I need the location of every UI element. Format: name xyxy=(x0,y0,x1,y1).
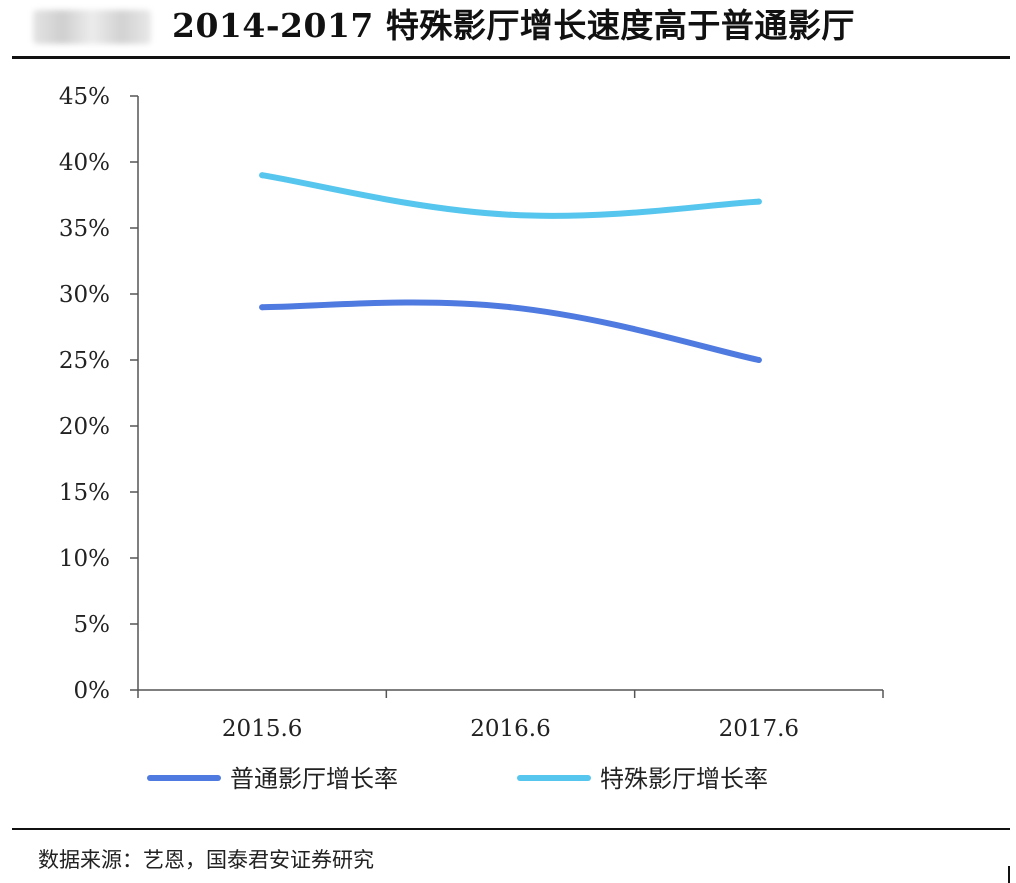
series-2-point-3 xyxy=(755,198,762,205)
series-1-point-1 xyxy=(259,304,266,311)
series-2-point-1 xyxy=(259,172,266,179)
x-tick-label: 2017.6 xyxy=(719,716,799,742)
blurred-logo xyxy=(33,10,151,44)
edge-mark xyxy=(1008,866,1010,883)
x-axis-ticks: 2015.6 2016.6 2017.6 xyxy=(137,690,884,742)
y-axis-ticks: 0% 5% 10% 15% 20% 25% 30% 35% 40% 45% xyxy=(59,84,138,704)
line-chart: 0% 5% 10% 15% 20% 25% 30% 35% 40% 45% 2015.6 2016.… xyxy=(59,84,884,793)
y-tick-label: 20% xyxy=(59,414,110,440)
series-layer xyxy=(259,172,762,363)
y-tick-label: 45% xyxy=(59,84,110,110)
y-tick-label: 30% xyxy=(59,282,110,308)
title-bar: 2014-2017 特殊影厅增长速度高于普通影厅 xyxy=(0,0,1016,58)
y-tick-label: 0% xyxy=(74,678,111,704)
bottom-divider xyxy=(12,828,1010,830)
x-tick-label: 2016.6 xyxy=(470,716,550,742)
series-line-2 xyxy=(259,172,762,219)
chart-title: 2014-2017 特殊影厅增长速度高于普通影厅 xyxy=(172,6,855,45)
source-note: 数据来源：艺恩，国泰君安证券研究 xyxy=(38,848,374,872)
top-divider xyxy=(12,56,1010,59)
y-tick-label: 15% xyxy=(59,480,110,506)
series-line-1 xyxy=(259,299,762,363)
x-tick-label: 2015.6 xyxy=(222,716,302,742)
series-1-point-2 xyxy=(507,304,514,311)
y-tick-label: 5% xyxy=(74,612,111,638)
chart-legend: 普通影厅增长率 特殊影厅增长率 xyxy=(147,765,768,793)
legend-label-1: 普通影厅增长率 xyxy=(230,765,398,793)
y-tick-label: 25% xyxy=(59,348,110,374)
y-tick-label: 10% xyxy=(59,546,110,572)
y-tick-label: 40% xyxy=(59,150,110,176)
legend-label-2: 特殊影厅增长率 xyxy=(600,765,768,793)
y-tick-label: 35% xyxy=(59,216,110,242)
series-1-point-3 xyxy=(755,357,762,363)
chart-axes xyxy=(137,96,883,691)
series-2-point-2 xyxy=(507,211,514,218)
